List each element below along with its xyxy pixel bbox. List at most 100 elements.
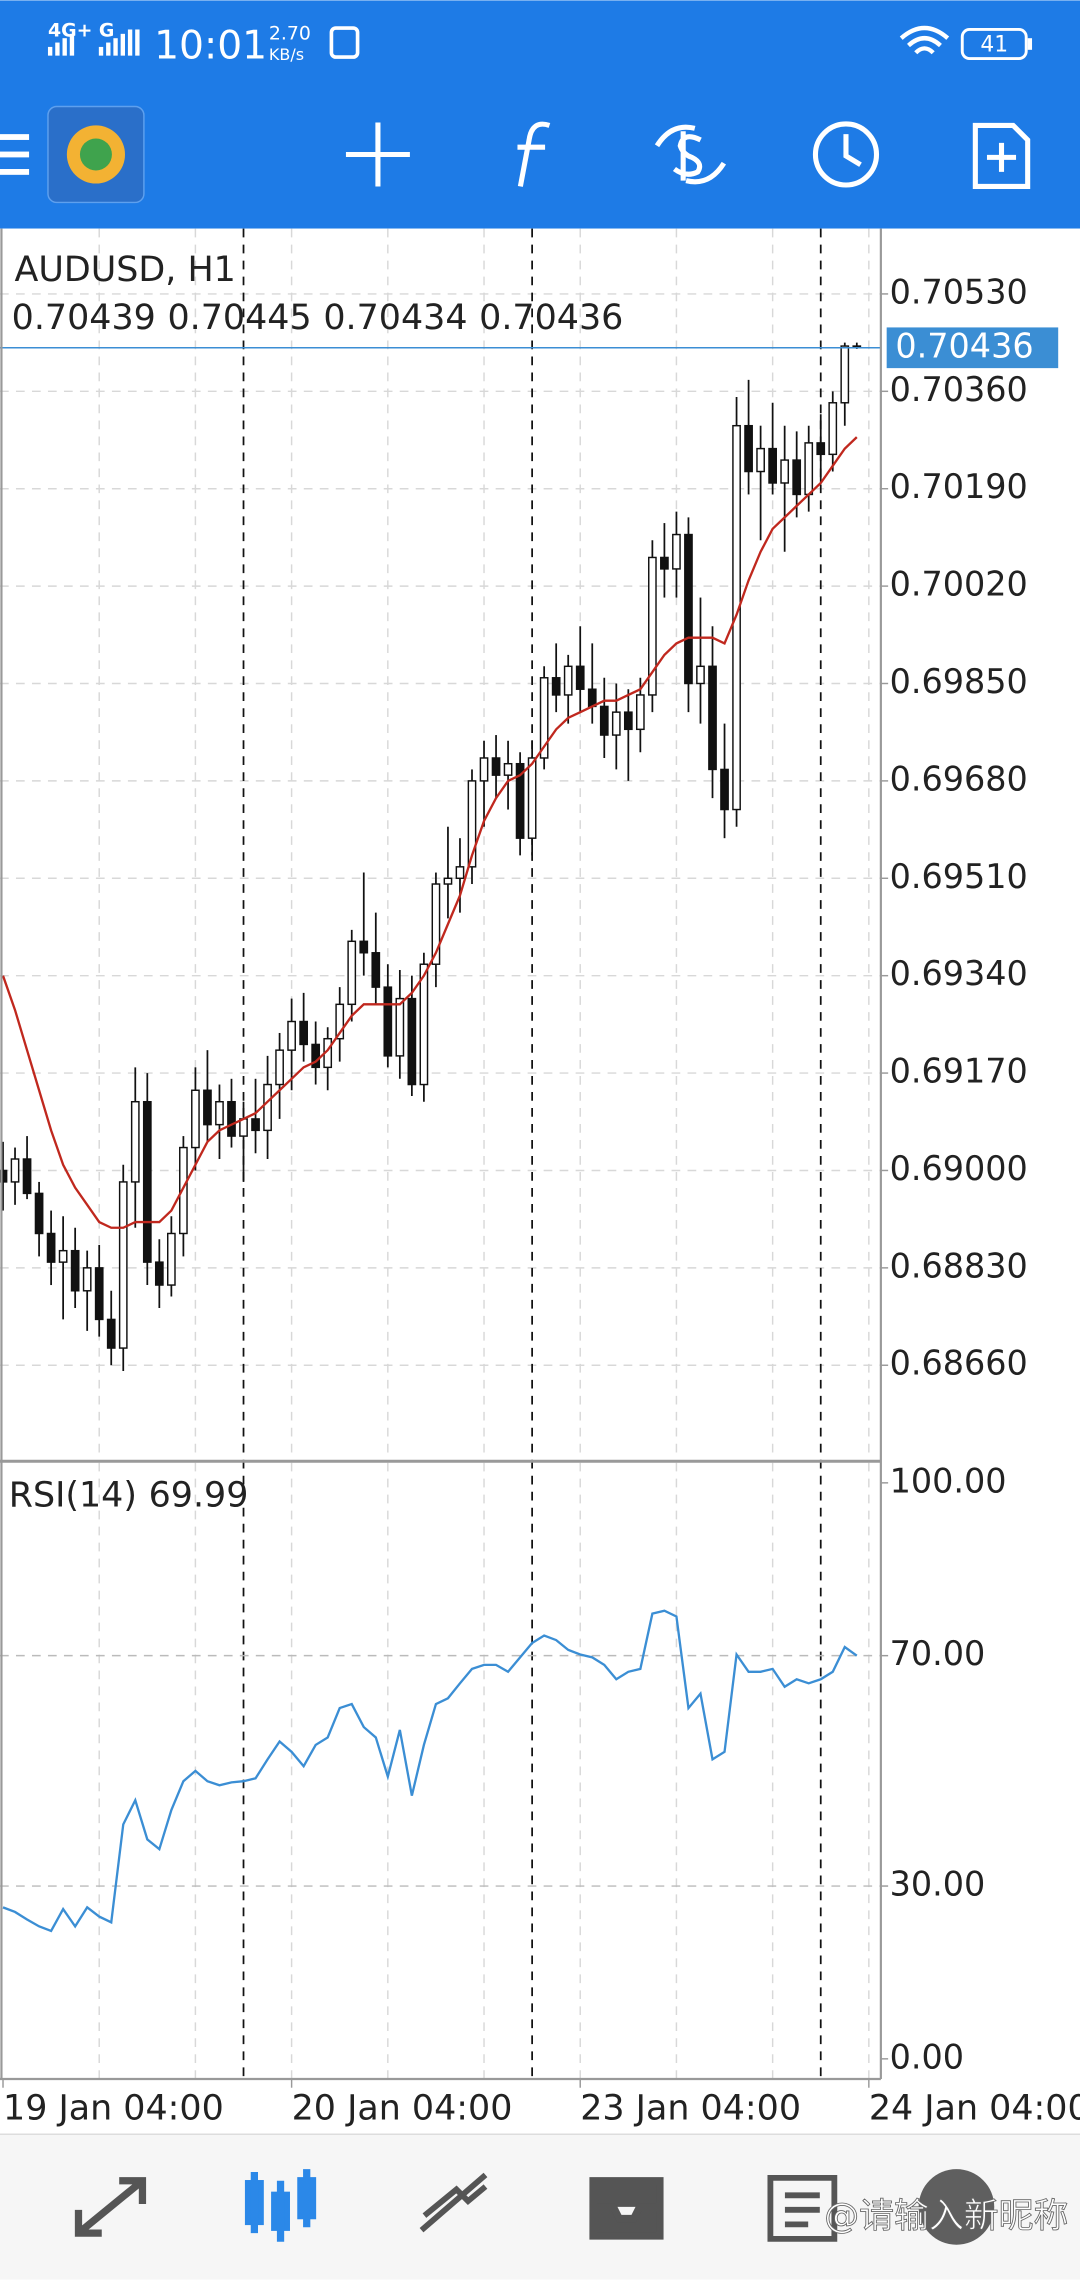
candle-body	[118, 1181, 128, 1349]
candle-body	[22, 1158, 32, 1195]
low-value: 0.70434	[323, 298, 467, 338]
y-tick-label: 0.69510	[890, 857, 1028, 896]
new-order-button[interactable]	[972, 122, 1031, 190]
high-value: 0.70445	[167, 298, 311, 338]
candle-body	[756, 447, 765, 473]
candle-body	[287, 1020, 296, 1051]
candle-body	[70, 1249, 80, 1292]
watermark: @请输入新昵称	[824, 2196, 1068, 2236]
x-tick-label: 19 Jan 04:00	[3, 2089, 224, 2129]
y-tick-label: 100.00	[890, 1461, 1007, 1500]
crosshair-button[interactable]	[345, 122, 410, 187]
chart-tab[interactable]	[244, 2169, 317, 2242]
rsi-title: RSI(14) 69.99	[9, 1475, 249, 1515]
candle-body	[191, 1089, 200, 1149]
candle-body	[419, 963, 429, 1086]
y-tick-label: 0.00	[890, 2037, 964, 2076]
bottom-nav	[0, 2134, 1080, 2280]
indicators-button[interactable]	[517, 121, 551, 187]
candle-body	[359, 940, 369, 954]
trade-tab[interactable]	[419, 2172, 488, 2233]
candle-body	[648, 556, 657, 696]
chart-layer: 0.70530 0.70360 0.70190 0.70020 0.69850 0.696…	[0, 228, 1080, 2129]
price-tag	[886, 327, 1059, 369]
candle-body	[251, 1118, 260, 1132]
candle-body	[527, 757, 537, 839]
battery-level: 41	[980, 32, 1008, 57]
candle-body	[467, 780, 477, 868]
candle-body	[792, 459, 802, 496]
app-logo-mark	[79, 138, 112, 171]
candle-body	[154, 1261, 164, 1286]
battery-tip	[1027, 38, 1033, 50]
candle-body	[94, 1267, 104, 1321]
watermark-avatar	[918, 2169, 995, 2245]
candle-body	[371, 952, 381, 988]
y-tick-label: 30.00	[890, 1865, 986, 1904]
candle-body	[443, 877, 453, 885]
y-tick-label: 0.70020	[890, 565, 1028, 604]
candle-body	[840, 345, 850, 404]
candle-body	[455, 866, 465, 880]
candle-body	[46, 1232, 56, 1263]
y-tick-label: 0.70190	[890, 467, 1028, 506]
y-tick-label: 0.70360	[890, 370, 1028, 409]
network-type: G	[99, 20, 114, 42]
history-button[interactable]	[812, 121, 880, 188]
candle-body	[167, 1232, 176, 1286]
y-tick-label: 0.69340	[890, 954, 1028, 993]
x-tick-label: 24 Jan 04:00	[869, 2089, 1080, 2129]
candle-body	[551, 677, 561, 696]
candle-body	[275, 1049, 284, 1086]
candle-body	[503, 762, 513, 776]
notification-icon	[329, 26, 360, 59]
candle-body	[744, 424, 753, 473]
y-tick-label: 0.69000	[890, 1149, 1028, 1188]
open-value: 0.70439	[12, 298, 156, 338]
trade-button[interactable]	[654, 124, 727, 185]
candle-body	[575, 665, 585, 690]
candle-body	[804, 442, 814, 496]
candle-body	[599, 705, 609, 736]
news-tab[interactable]	[767, 2174, 838, 2242]
candle-body	[479, 757, 489, 782]
close-value: 0.70436	[479, 298, 623, 338]
candle-body	[768, 447, 777, 484]
candle-body	[539, 677, 549, 759]
candle-body	[227, 1100, 236, 1137]
candle-body	[431, 883, 441, 965]
candle-body	[623, 711, 633, 731]
candle-body	[239, 1118, 248, 1137]
candle-body	[635, 694, 645, 731]
candle-body	[563, 665, 573, 696]
symbol-title: AUDUSD, H1	[15, 250, 236, 290]
candle-body	[10, 1158, 20, 1183]
candle-body	[179, 1146, 188, 1235]
y-tick-label: 0.68830	[890, 1246, 1028, 1285]
history-tab[interactable]	[589, 2177, 664, 2240]
x-tick-label: 23 Jan 04:00	[580, 2089, 801, 2129]
menu-button[interactable]	[0, 134, 30, 175]
y-tick-label: 0.69850	[890, 662, 1028, 701]
quotes-tab[interactable]	[74, 2177, 147, 2237]
candle-body	[106, 1318, 116, 1349]
candle-body	[335, 1003, 345, 1040]
candle-body	[611, 711, 621, 736]
toolbar	[0, 105, 1031, 204]
candle-body	[720, 768, 729, 811]
net-speed-unit: KB/s	[269, 45, 304, 64]
candle-body	[395, 997, 405, 1057]
candle-body	[684, 533, 693, 685]
candle-body	[82, 1267, 92, 1292]
candle-body	[383, 986, 393, 1057]
candle-body	[708, 665, 717, 771]
candle-body	[311, 1043, 321, 1069]
candle-body	[263, 1083, 272, 1132]
y-tick-label: 0.68660	[890, 1344, 1028, 1383]
clock-hands	[843, 134, 862, 167]
x-tick-label: 20 Jan 04:00	[292, 2089, 513, 2129]
candle-body	[780, 459, 790, 484]
price-tag-label: 0.70436	[895, 326, 1033, 365]
candle-body	[34, 1192, 44, 1235]
